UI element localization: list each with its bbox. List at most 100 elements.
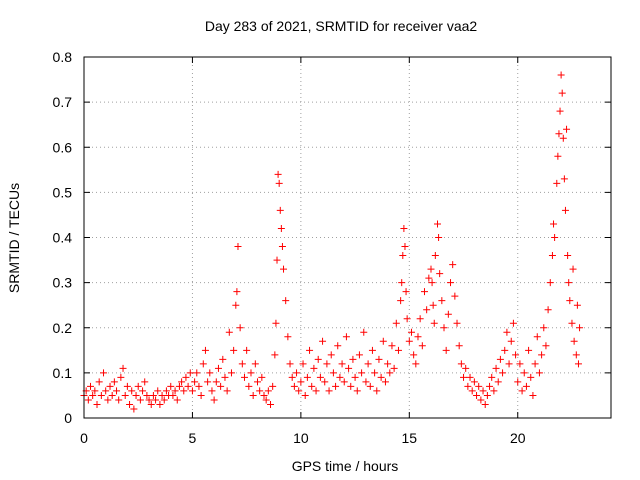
data-point [145,396,153,404]
data-point [306,346,314,354]
data-point [540,324,548,332]
data-point [576,324,584,332]
data-point [522,382,530,390]
data-point [233,288,241,296]
data-point [297,378,305,386]
data-point [184,382,192,390]
data-point [407,328,415,336]
data-point [113,387,121,395]
data-point [149,391,157,399]
data-point [293,369,301,377]
data-point [420,288,428,296]
data-point [336,373,344,381]
data-point [392,319,400,327]
data-point [323,360,331,368]
plot-frame [83,56,612,419]
data-point [400,224,408,232]
data-point [564,252,572,260]
data-point [398,279,406,287]
data-point [277,224,285,232]
y-tick-label: 0.5 [53,184,73,200]
data-point [321,378,329,386]
data-point [219,355,227,363]
data-point [384,360,392,368]
data-point [505,360,513,368]
data-point [332,382,340,390]
data-point [162,387,170,395]
data-point [375,355,383,363]
data-point [462,364,470,372]
data-point [568,319,576,327]
data-point [134,382,142,390]
data-point [360,328,368,336]
data-point [556,107,564,115]
data-point [106,382,114,390]
data-point [288,373,296,381]
data-point [247,369,255,377]
x-tick-label: 5 [189,430,197,446]
data-point [152,396,160,404]
y-axis-title: SRMTID / TECUs [6,183,22,293]
data-point [97,391,105,399]
data-point [381,378,389,386]
data-point [93,400,101,408]
data-point [451,292,459,300]
data-point [87,382,95,390]
data-point [563,125,571,133]
data-point [414,333,422,341]
data-point [353,387,361,395]
data-point [240,373,248,381]
data-point [245,382,253,390]
data-point [442,346,450,354]
data-point [275,179,283,187]
data-point [494,378,502,386]
data-point [327,351,335,359]
data-point [436,270,444,278]
data-point [147,400,155,408]
grid-lines [84,57,611,418]
data-point [171,387,179,395]
data-point [280,265,288,273]
data-point [449,261,457,269]
data-point [278,243,286,251]
data-point [558,89,566,97]
data-point [230,346,238,354]
data-point [477,396,485,404]
data-point [518,387,526,395]
data-point [410,351,418,359]
data-point [516,360,524,368]
data-point [84,396,92,404]
data-point [566,297,574,305]
data-point [340,378,348,386]
y-tick-label: 0 [64,410,72,426]
data-point [503,328,511,336]
data-point [329,369,337,377]
data-point [479,387,487,395]
data-point [303,373,311,381]
data-point [251,360,259,368]
y-tick-labels: 0 0.1 0.2 0.3 0.4 0.5 0.6 0.7 0.8 [53,49,73,426]
data-point [438,297,446,305]
data-point [358,369,366,377]
data-point [204,378,212,386]
data-point [143,391,151,399]
data-point [312,387,320,395]
data-point [236,324,244,332]
data-point [160,396,168,404]
y-tick-label: 0.3 [53,275,73,291]
data-point [126,400,134,408]
data-point [274,170,282,178]
data-points [80,71,584,413]
data-point [276,206,284,214]
data-point [199,360,207,368]
data-point [227,369,235,377]
data-point [460,373,468,381]
data-point [483,391,491,399]
data-point [110,378,118,386]
data-point [492,364,500,372]
data-point [570,337,578,345]
data-point [121,391,129,399]
data-point [430,319,438,327]
y-tick-label: 0.4 [53,230,73,246]
data-point [182,373,190,381]
